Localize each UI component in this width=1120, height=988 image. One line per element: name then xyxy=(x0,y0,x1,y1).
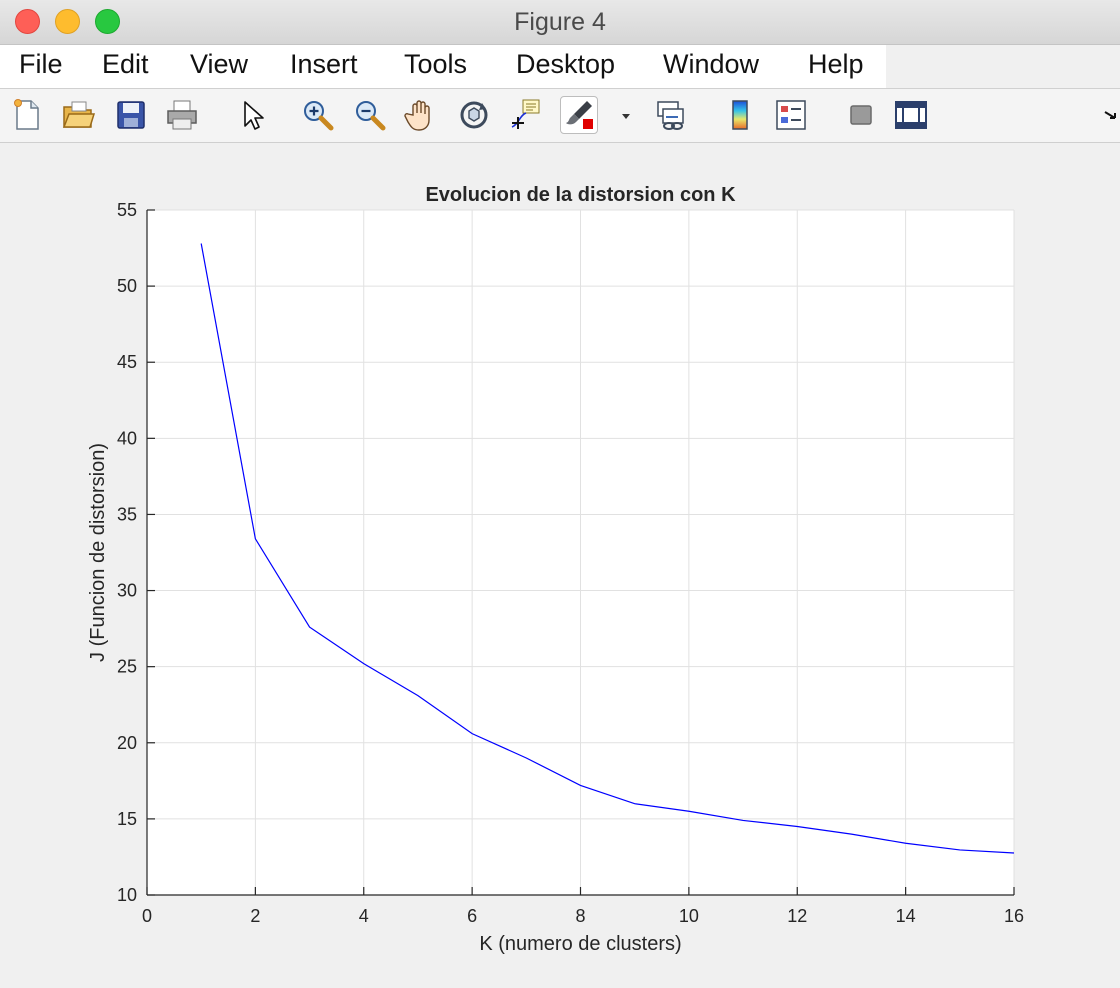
menu-window[interactable]: Window xyxy=(663,49,760,79)
pan-hand-icon[interactable] xyxy=(404,97,440,133)
figure-canvas: 0 2 4 6 8 10 12 14 16 10 15 20 25 30 35 40 45 50 55 Evoluc… xyxy=(0,143,1120,988)
new-figure-icon[interactable] xyxy=(9,97,45,133)
menu-tools[interactable]: Tools xyxy=(404,49,468,79)
y-tick-label: 30 xyxy=(117,581,137,601)
axis-ticks: 0 2 4 6 8 10 12 14 16 10 15 20 25 30 35 40 45 50 55 xyxy=(117,200,1024,926)
zoom-in-icon[interactable] xyxy=(300,97,336,133)
y-tick-label: 25 xyxy=(117,657,137,677)
dock-arrow-icon[interactable] xyxy=(1094,97,1116,133)
plot-svg: 0 2 4 6 8 10 12 14 16 10 15 20 25 30 35 40 45 50 55 Evoluc… xyxy=(87,184,1024,955)
y-tick-label: 10 xyxy=(117,885,137,905)
grid-lines xyxy=(146,209,1015,896)
colorbar-icon[interactable] xyxy=(722,97,758,133)
distortion-series-line[interactable] xyxy=(200,243,1015,854)
close-window-button[interactable] xyxy=(15,9,40,34)
menu-desktop[interactable]: Desktop xyxy=(516,49,616,79)
menu-insert[interactable]: Insert xyxy=(290,49,358,79)
maximize-window-button[interactable] xyxy=(95,9,120,34)
x-tick-label: 4 xyxy=(359,906,369,926)
menu-edit[interactable]: Edit xyxy=(102,49,149,79)
y-axis-label: J (Funcion de distorsion) xyxy=(87,443,109,662)
save-icon[interactable] xyxy=(113,97,149,133)
link-plot-icon[interactable] xyxy=(653,97,689,133)
brush-icon[interactable] xyxy=(560,96,598,134)
open-file-icon[interactable] xyxy=(60,97,96,133)
show-plot-tools-icon[interactable] xyxy=(893,97,929,133)
y-tick-label: 55 xyxy=(117,200,137,220)
menu-bar-filler xyxy=(886,45,1120,89)
series-layer xyxy=(200,243,1015,854)
title-bar[interactable]: Figure 4 xyxy=(0,0,1120,45)
x-tick-label: 16 xyxy=(1004,906,1024,926)
hide-plot-tools-icon[interactable] xyxy=(843,97,879,133)
chart-title: Evolucion de la distorsion con K xyxy=(425,184,736,206)
y-tick-label: 50 xyxy=(117,276,137,296)
y-tick-label: 45 xyxy=(117,352,137,372)
menu-help[interactable]: Help xyxy=(808,49,864,79)
x-tick-label: 6 xyxy=(467,906,477,926)
y-tick-label: 20 xyxy=(117,733,137,753)
x-tick-label: 12 xyxy=(787,906,807,926)
zoom-out-icon[interactable] xyxy=(352,97,388,133)
x-tick-label: 14 xyxy=(896,906,916,926)
x-tick-label: 8 xyxy=(575,906,585,926)
rotate-3d-icon[interactable] xyxy=(456,97,492,133)
figure-toolbar xyxy=(0,89,1120,143)
data-cursor-icon[interactable] xyxy=(508,97,544,133)
y-tick-label: 40 xyxy=(117,428,137,448)
x-axis-label: K (numero de clusters) xyxy=(479,933,681,955)
menu-file[interactable]: File xyxy=(19,49,63,79)
y-tick-label: 35 xyxy=(117,504,137,524)
print-icon[interactable] xyxy=(164,97,200,133)
minimize-window-button[interactable] xyxy=(55,9,80,34)
window-title: Figure 4 xyxy=(514,8,606,36)
y-tick-label: 15 xyxy=(117,809,137,829)
menu-view[interactable]: View xyxy=(190,49,249,79)
menu-bar: File Edit View Insert Tools Desktop Wind… xyxy=(0,45,886,89)
brush-dropdown-icon[interactable] xyxy=(608,97,630,133)
x-tick-label: 10 xyxy=(679,906,699,926)
edit-plot-cursor-icon[interactable] xyxy=(235,97,271,133)
x-tick-label: 0 xyxy=(142,906,152,926)
x-tick-label: 2 xyxy=(250,906,260,926)
legend-icon[interactable] xyxy=(773,97,809,133)
